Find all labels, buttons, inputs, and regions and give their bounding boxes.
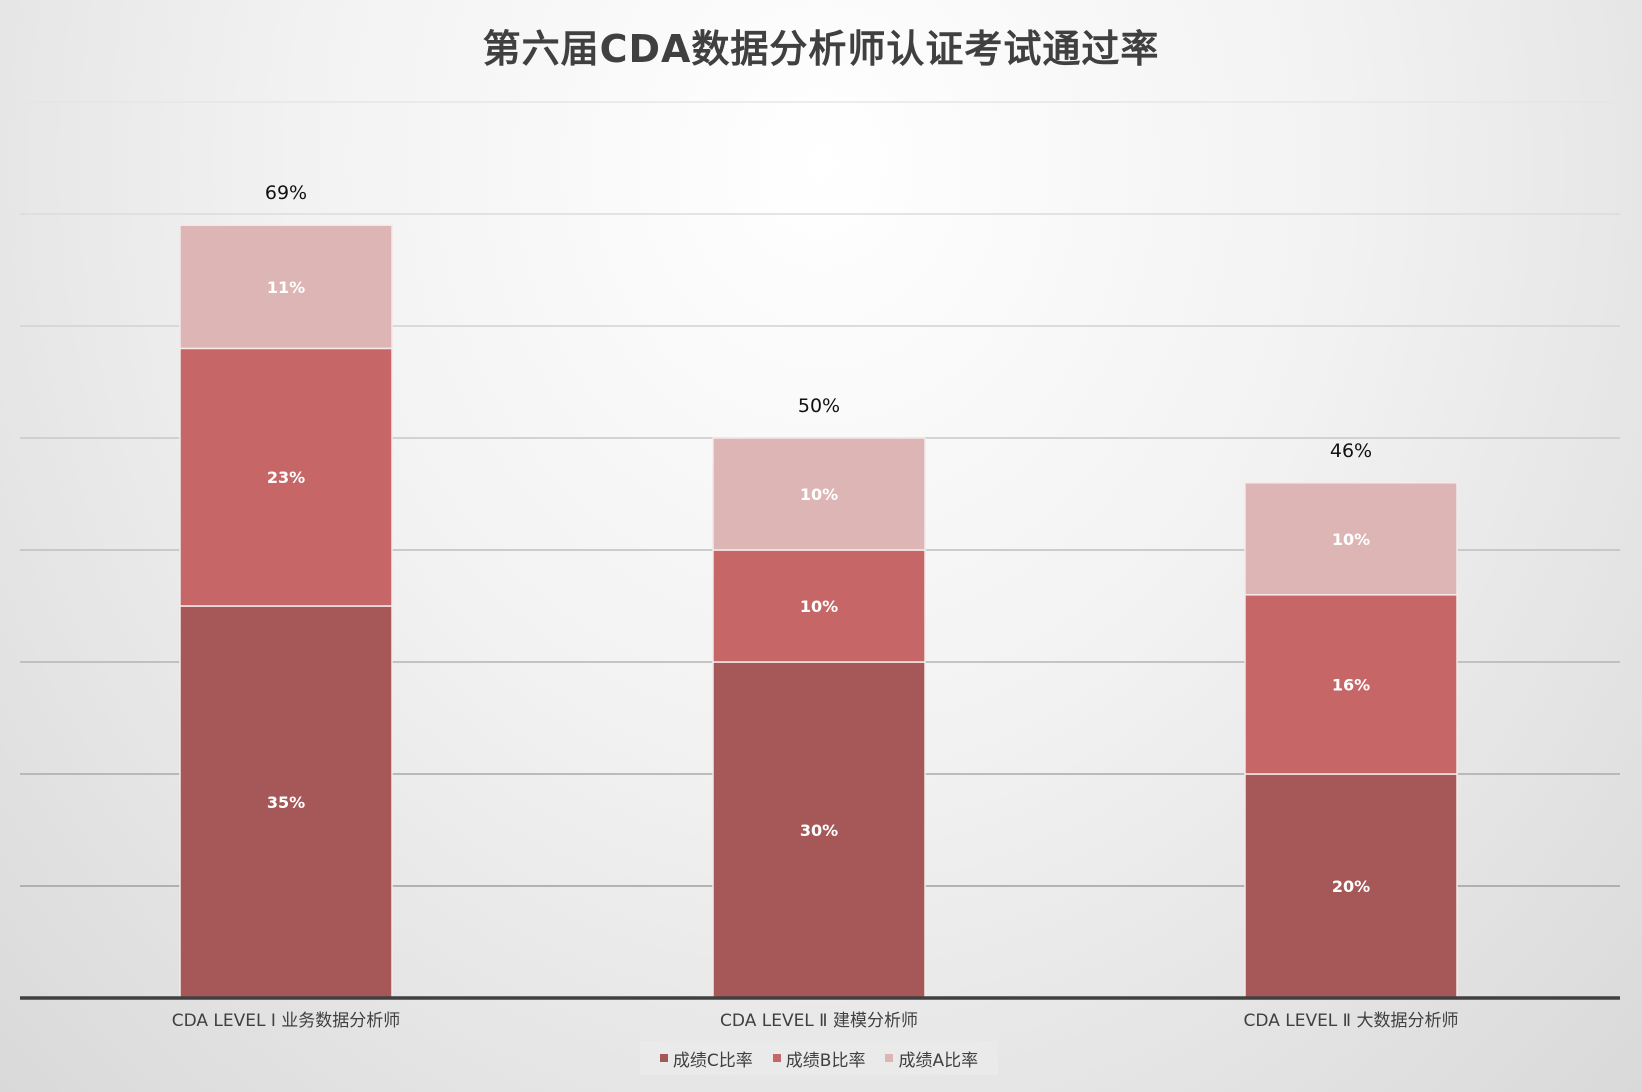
bar-segment	[712, 549, 926, 663]
legend-item-a: 成绩A比率	[885, 1046, 978, 1071]
legend-label-b: 成绩B比率	[785, 1050, 866, 1071]
total-label: 46%	[1330, 440, 1372, 462]
bar-segment	[712, 661, 926, 999]
data-label: 23%	[267, 468, 305, 487]
bar-segment	[712, 437, 926, 551]
x-tick-label: CDA LEVEL Ⅱ 建模分析师	[720, 1011, 918, 1031]
x-tick-label: CDA LEVEL Ⅱ 大数据分析师	[1244, 1011, 1459, 1031]
data-label: 30%	[800, 821, 838, 840]
legend: 成绩C比率 成绩B比率 成绩A比率	[640, 1041, 998, 1075]
total-label: 69%	[265, 182, 307, 204]
legend-swatch-a	[885, 1054, 894, 1062]
data-label: 20%	[1332, 877, 1370, 896]
data-label: 35%	[267, 793, 305, 812]
bar-segment	[179, 605, 393, 999]
total-label: 50%	[798, 395, 840, 417]
data-label: 10%	[800, 597, 838, 616]
data-label: 16%	[1332, 675, 1370, 694]
data-label: 10%	[800, 485, 838, 504]
legend-swatch-c	[659, 1054, 668, 1062]
bar-segment	[1244, 594, 1458, 775]
legend-label-a: 成绩A比率	[898, 1050, 979, 1071]
bar-segment	[1244, 482, 1458, 596]
data-label: 10%	[1332, 530, 1370, 549]
bar-segment	[1244, 773, 1458, 999]
legend-item-c: 成绩C比率	[659, 1046, 753, 1071]
data-label: 11%	[267, 278, 305, 297]
x-tick-label: CDA LEVEL Ⅰ 业务数据分析师	[172, 1011, 401, 1031]
legend-item-b: 成绩B比率	[772, 1046, 866, 1071]
chart-title: 第六届CDA数据分析师认证考试通过率	[482, 27, 1160, 71]
legend-swatch-b	[772, 1054, 781, 1062]
legend-label-c: 成绩C比率	[672, 1050, 753, 1071]
bar-segment	[179, 347, 393, 607]
bar-segment	[179, 224, 393, 350]
